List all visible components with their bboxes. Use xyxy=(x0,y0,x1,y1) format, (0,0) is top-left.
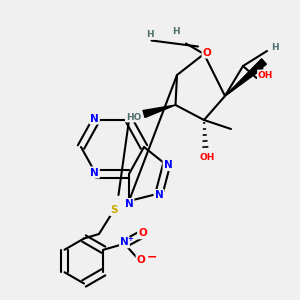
Text: N: N xyxy=(90,167,99,178)
Text: OH: OH xyxy=(199,153,215,162)
Text: H: H xyxy=(271,44,278,52)
Polygon shape xyxy=(225,64,263,96)
Polygon shape xyxy=(143,105,176,118)
Text: N: N xyxy=(124,199,134,209)
Text: S: S xyxy=(110,205,118,215)
Polygon shape xyxy=(225,59,266,96)
Text: HO: HO xyxy=(126,112,141,122)
Text: OH: OH xyxy=(258,70,273,80)
Text: N: N xyxy=(154,190,164,200)
Text: N: N xyxy=(164,160,172,170)
Text: N: N xyxy=(120,237,129,247)
Text: −: − xyxy=(147,250,158,263)
Text: H: H xyxy=(146,30,154,39)
Text: O: O xyxy=(138,228,147,238)
Text: O: O xyxy=(136,255,146,265)
Text: H: H xyxy=(172,27,179,36)
Text: O: O xyxy=(202,47,211,58)
Text: N: N xyxy=(90,113,99,124)
Text: +: + xyxy=(127,236,133,242)
